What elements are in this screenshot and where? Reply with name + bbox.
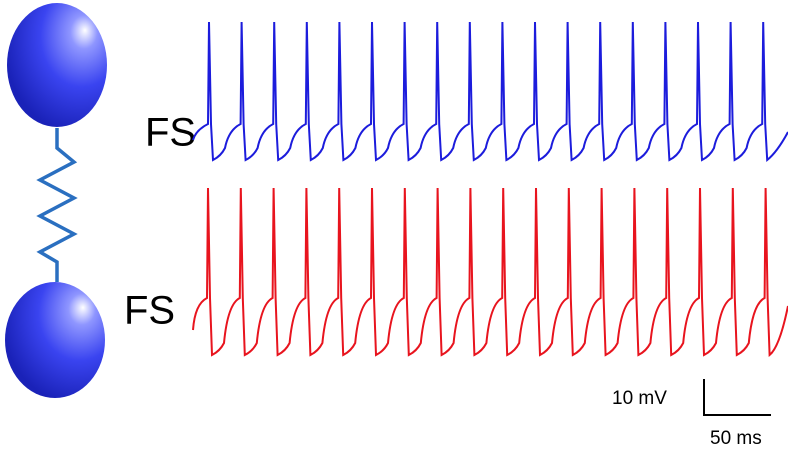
neuron-top [7, 3, 107, 127]
neuron-bottom [5, 282, 105, 398]
neuron-label: FS [124, 289, 175, 333]
scale-bar-voltage: 10 mV [612, 388, 667, 409]
neuron-label: FS [145, 111, 196, 155]
voltage-trace [192, 21, 788, 162]
voltage-trace [192, 187, 788, 358]
scale-bar-time: 50 ms [710, 428, 762, 449]
gap-junction-spring [36, 128, 78, 282]
